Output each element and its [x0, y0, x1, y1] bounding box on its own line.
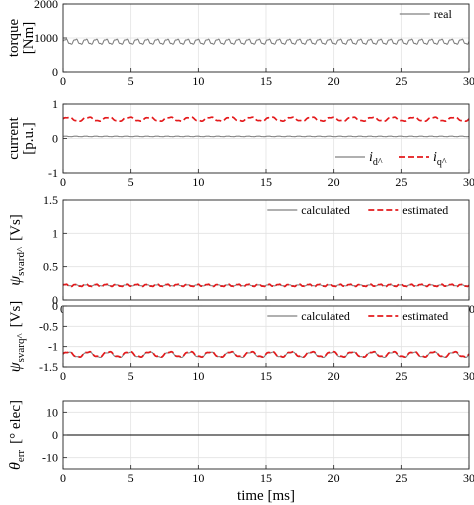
y-tick-label: 10 — [46, 405, 58, 419]
y-axis-label-symbol: ψ — [7, 361, 24, 372]
y-tick-label: -0.5 — [39, 319, 58, 333]
x-tick-label: 5 — [128, 369, 134, 383]
x-tick-label: 0 — [60, 471, 66, 485]
y-axis-label-symbol: θ — [7, 462, 24, 470]
legend: calculated estimated — [267, 309, 448, 323]
x-axis-label: time [ms] — [237, 488, 295, 504]
y-axis-label: current[p.u.] — [6, 116, 37, 159]
x-tick-label: 10 — [192, 471, 204, 485]
legend-label-subscript: q^ — [437, 157, 447, 168]
series-line-1 — [62, 284, 470, 287]
x-tick-label: 15 — [260, 471, 272, 485]
y-axis-label: ψsvarq^ [Vs] — [7, 301, 27, 373]
y-axis-label-symbol: ψ — [7, 275, 24, 286]
y-tick-label: 0 — [52, 299, 58, 313]
x-tick-label: 0 — [60, 175, 66, 189]
x-tick-label: 20 — [328, 369, 340, 383]
series-line-1 — [62, 38, 470, 45]
y-axis-label-unit: [° elec] — [8, 400, 24, 444]
legend-label: calculated — [301, 309, 350, 323]
legend-label: calculated — [301, 203, 350, 217]
y-axis-label-subscript: svard^ — [15, 246, 27, 276]
series-line-2 — [62, 116, 470, 123]
x-tick-label: 15 — [260, 175, 272, 189]
x-tick-label: 30 — [463, 175, 474, 189]
y-axis-label-subscript: svarq^ — [15, 333, 27, 363]
x-tick-label: 20 — [328, 74, 340, 88]
y-tick-label: 1 — [52, 97, 58, 111]
x-tick-label: 5 — [128, 74, 134, 88]
y-tick-label: 0 — [52, 65, 58, 79]
y-tick-label: -10 — [42, 451, 58, 465]
x-tick-label: 25 — [395, 175, 407, 189]
x-tick-label: 10 — [192, 369, 204, 383]
legend: real — [399, 7, 453, 21]
x-tick-label: 30 — [463, 471, 474, 485]
y-tick-label: 1000 — [34, 31, 58, 45]
y-tick-label: 0 — [52, 428, 58, 442]
y-tick-label: 0.5 — [43, 260, 58, 274]
series-line-1 — [62, 135, 470, 138]
legend-label: id^ — [369, 150, 383, 168]
y-tick-label: -1.5 — [39, 360, 58, 374]
x-tick-label: 5 — [128, 471, 134, 485]
x-tick-label: 0 — [60, 74, 66, 88]
x-tick-label: 20 — [328, 471, 340, 485]
y-tick-label: 1 — [52, 226, 58, 240]
y-axis-label: θerr [° elec] — [7, 400, 27, 470]
legend-label: iq^ — [433, 150, 447, 168]
x-tick-label: 5 — [128, 175, 134, 189]
chart-panel-1: 0 5 10 15 20 25 30 0 1000 2000 torque[Nm] real — [6, 0, 474, 88]
x-tick-label: 15 — [260, 369, 272, 383]
x-tick-label: 25 — [395, 74, 407, 88]
series-line-2 — [62, 350, 470, 358]
chart-panel-4: 0 5 10 15 20 25 30 -1.5 -1 -0.5 0 ψsvarq^ [Vs] calcul… — [7, 299, 474, 383]
y-axis-label-subscript: err — [15, 450, 27, 463]
y-axis-label-line: [p.u.] — [21, 122, 37, 155]
x-tick-label: 30 — [463, 74, 474, 88]
y-axis-label: torque[Nm] — [6, 19, 37, 58]
chart-panel-3: 05101520253000.511.5ψsvard^[Vs]calculate… — [7, 193, 474, 316]
x-tick-label: 30 — [463, 369, 474, 383]
y-axis-label: ψsvard^ [Vs] — [7, 214, 27, 286]
legend-label-subscript: d^ — [373, 157, 383, 168]
y-axis-label-line: [Nm] — [21, 22, 37, 55]
legend: id^ iq^ — [335, 150, 447, 168]
legend-label: estimated — [402, 203, 448, 217]
y-tick-label: 2000 — [34, 0, 58, 11]
y-axis-label-unit: [Vs] — [8, 214, 24, 241]
x-tick-label: 25 — [395, 369, 407, 383]
y-axis-label-unit: [Vs] — [8, 301, 24, 328]
legend-label-symbol: i — [369, 150, 373, 165]
series-line-2 — [62, 283, 470, 288]
legend: calculated estimated — [267, 203, 448, 217]
x-tick-label: 0 — [60, 369, 66, 383]
y-tick-label: 0 — [52, 293, 58, 307]
x-tick-label: 10 — [192, 74, 204, 88]
y-axis-label-line: current — [6, 116, 22, 159]
y-tick-label: -1 — [48, 340, 58, 354]
x-tick-label: 25 — [395, 471, 407, 485]
y-axis-label-line: torque — [6, 19, 22, 58]
legend-label-symbol: i — [433, 150, 437, 165]
y-tick-label: 0 — [52, 132, 58, 146]
x-tick-label: 20 — [328, 175, 340, 189]
y-tick-label: 1.5 — [43, 193, 58, 207]
y-tick-label: -1 — [48, 166, 58, 180]
x-tick-label: 10 — [192, 175, 204, 189]
legend-label: estimated — [402, 309, 448, 323]
x-tick-label: 15 — [260, 74, 272, 88]
legend-label: real — [434, 7, 453, 21]
